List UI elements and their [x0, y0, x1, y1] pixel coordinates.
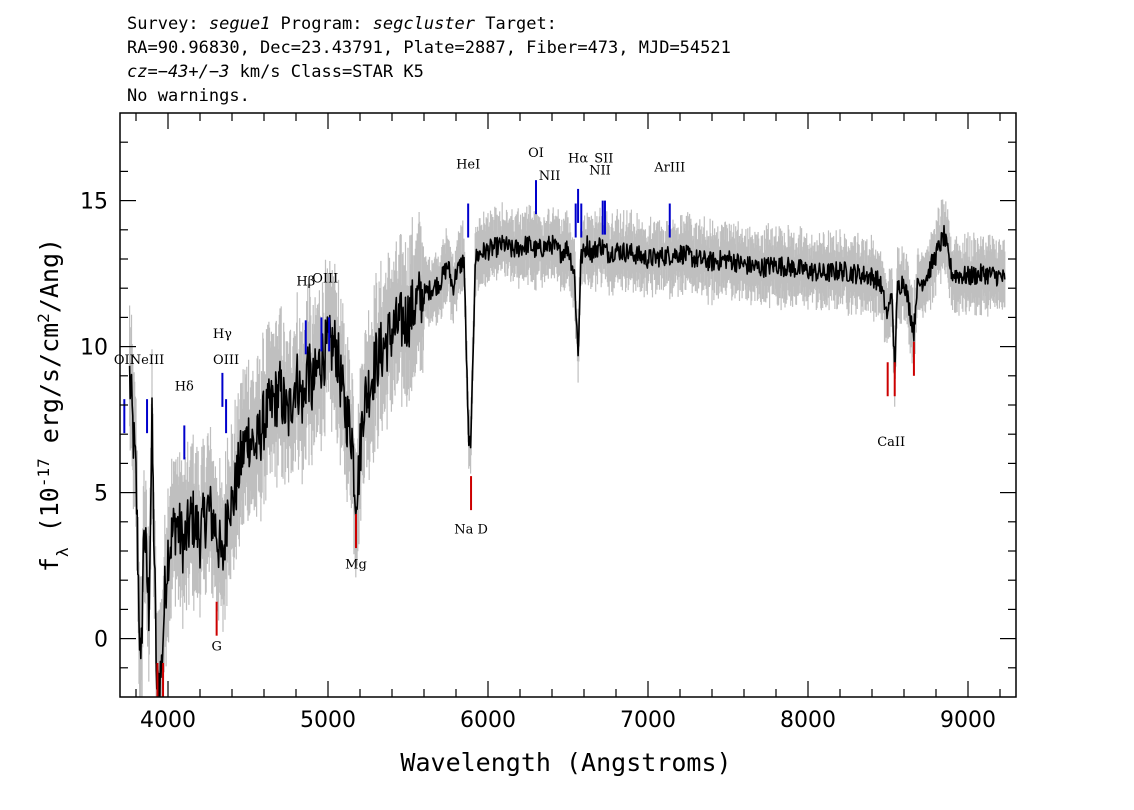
spectral-line-label: ArIII — [653, 160, 685, 175]
spectral-line-label: Na D — [454, 522, 488, 537]
spectral-line-label: Mg — [345, 558, 367, 573]
program-prefix: Program: — [270, 14, 373, 34]
redshift-value: cz=−43+/−3 — [127, 62, 230, 82]
spectral-line-label: OIII — [312, 271, 338, 286]
x-tick-label: 4000 — [140, 708, 196, 733]
spectral-line-label: Hβ — [296, 274, 315, 289]
flux-layer — [128, 224, 1006, 697]
y-axis-title-part: -17 — [34, 458, 53, 487]
spectral-line-label: G — [211, 639, 221, 654]
class-text: km/s Class=STAR K5 — [229, 62, 424, 82]
target-label: Target: — [475, 14, 557, 34]
spectral-line-label: Hα — [568, 152, 588, 167]
y-tick-label: 10 — [80, 336, 108, 361]
spectral-line-label: HeI — [456, 157, 480, 172]
y-tick-label: 0 — [94, 628, 108, 653]
y-axis-title-text: fλ (10-17 erg/s/cm2/Ang) — [34, 238, 72, 572]
x-tick-label: 8000 — [780, 708, 836, 733]
spectral-line-label: NII — [539, 169, 561, 184]
spectral-line-label: CaII — [877, 435, 905, 450]
header-coordinates-line: RA=90.96830, Dec=23.43791, Plate=2887, F… — [127, 38, 731, 58]
y-axis-title-part: λ — [53, 547, 72, 557]
flux-series-line — [128, 224, 1006, 697]
spectrum-header: Survey: segue1 Program: segcluster Targe… — [127, 12, 731, 108]
x-tick-label: 7000 — [620, 708, 676, 733]
spectral-line-label: OIII — [213, 353, 239, 368]
spectral-line-label: SII — [594, 152, 613, 167]
x-tick-label: 9000 — [940, 708, 996, 733]
y-tick-label: 5 — [94, 482, 108, 507]
survey-prefix: Survey: — [127, 14, 209, 34]
y-axis-title-part: erg/s/cm — [35, 323, 64, 458]
header-survey-line: Survey: segue1 Program: segcluster Targe… — [127, 12, 731, 36]
axis-ticks: 4000 5000 6000 7000 8000 9000 0 5 10 15 — [80, 113, 1016, 733]
spectral-line-label: Hδ — [175, 379, 194, 394]
header-redshift-line: cz=−43+/−3 km/s Class=STAR K5 — [127, 60, 731, 84]
spectral-line-label: Hγ — [213, 327, 232, 342]
y-axis-title-part: /Ang) — [35, 238, 64, 313]
x-tick-label: 6000 — [460, 708, 516, 733]
y-axis-title-part: f — [35, 557, 64, 572]
y-tick-label: 15 — [80, 190, 108, 215]
program-name: segcluster — [372, 14, 476, 34]
survey-name: segue1 — [208, 14, 271, 34]
y-axis-title-part: 2 — [34, 313, 53, 323]
x-tick-label: 5000 — [300, 708, 356, 733]
y-axis-title: fλ (10-17 erg/s/cm2/Ang) — [34, 238, 72, 572]
spectral-line-label: NII — [589, 163, 611, 178]
y-axis-title-part: (10 — [35, 487, 64, 547]
spectral-line-label: OII — [114, 353, 135, 368]
header-warnings-line: No warnings. — [127, 86, 250, 106]
spectral-line-label: OI — [528, 146, 544, 161]
spectral-line-label: NeIII — [130, 353, 164, 368]
x-axis-title: Wavelength (Angstroms) — [400, 748, 731, 777]
